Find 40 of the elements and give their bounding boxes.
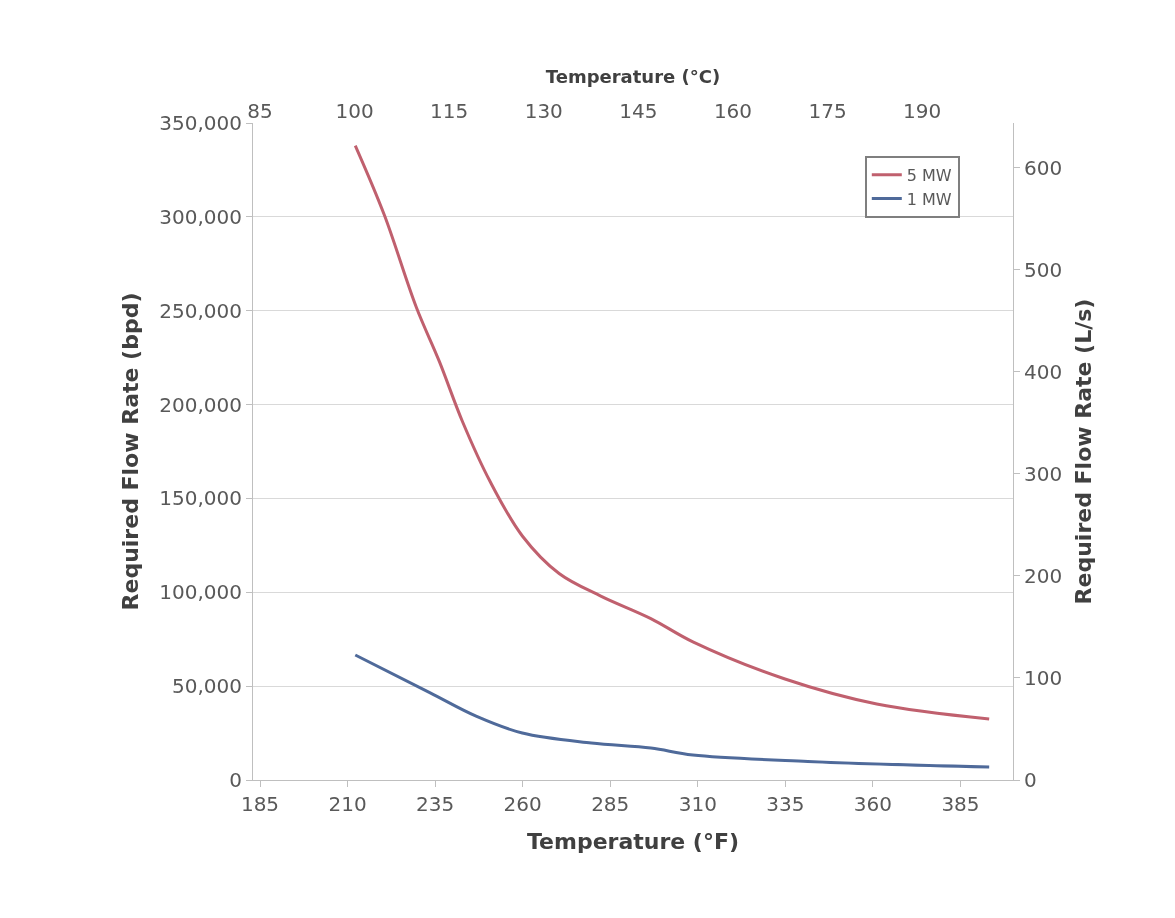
line-series	[353, 653, 991, 769]
legend-label: 5 MW	[906, 165, 952, 185]
y-tick-label: 300,000	[159, 204, 242, 229]
y-tick-label: 150,000	[159, 486, 242, 511]
x-tick-label: 210	[328, 792, 367, 816]
y-tick-label: 0	[229, 768, 242, 792]
y2-tick-label: 0	[1024, 768, 1037, 792]
y2-tick-label: 500	[1024, 257, 1063, 282]
x-tick-label: 285	[591, 792, 630, 816]
x-tick-label: 360	[853, 792, 892, 816]
y2-tick-label: 400	[1024, 359, 1063, 384]
x2-axis-title: Temperature (°C)	[545, 66, 721, 88]
y-tick-label: 50,000	[172, 674, 242, 699]
y2-tick-label: 100	[1024, 665, 1063, 690]
x2-tick-label: 160	[713, 99, 753, 123]
x-tick-label: 260	[503, 792, 542, 816]
x2-tick-label: 130	[524, 99, 563, 123]
y2-tick-label: 200	[1024, 563, 1063, 588]
x-tick-label: 335	[766, 792, 805, 816]
x2-tick-label: 175	[808, 99, 847, 123]
y2-tick-label: 600	[1024, 155, 1063, 180]
y-tick-label: 250,000	[159, 298, 242, 323]
x2-tick-label: 115	[430, 99, 469, 123]
y-tick-label: 350,000	[159, 111, 242, 135]
x2-tick-label: 85	[247, 99, 273, 123]
y-tick-label: 100,000	[159, 580, 242, 605]
y-tick-label: 200,000	[159, 392, 242, 417]
x-axis-title: Temperature (°F)	[526, 828, 740, 854]
y-axis-title: Required Flow Rate (bpd)	[118, 292, 144, 611]
x2-tick-label: 145	[619, 99, 658, 123]
x-tick-label: 235	[416, 792, 455, 816]
x-tick-label: 185	[240, 792, 280, 816]
x2-tick-label: 100	[335, 99, 374, 123]
y2-tick-label: 300	[1024, 461, 1063, 486]
line-series	[353, 144, 991, 721]
legend-label: 1 MW	[906, 189, 952, 209]
y2-axis-title: Required Flow Rate (L/s)	[1071, 298, 1097, 605]
x-tick-label: 385	[941, 792, 980, 816]
x2-tick-label: 190	[903, 99, 942, 123]
x-tick-label: 310	[678, 792, 717, 816]
